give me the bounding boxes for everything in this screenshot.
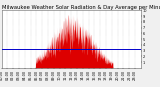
Text: Milwaukee Weather Solar Radiation & Day Average per Minute W/m2 (Today): Milwaukee Weather Solar Radiation & Day … xyxy=(2,5,160,10)
